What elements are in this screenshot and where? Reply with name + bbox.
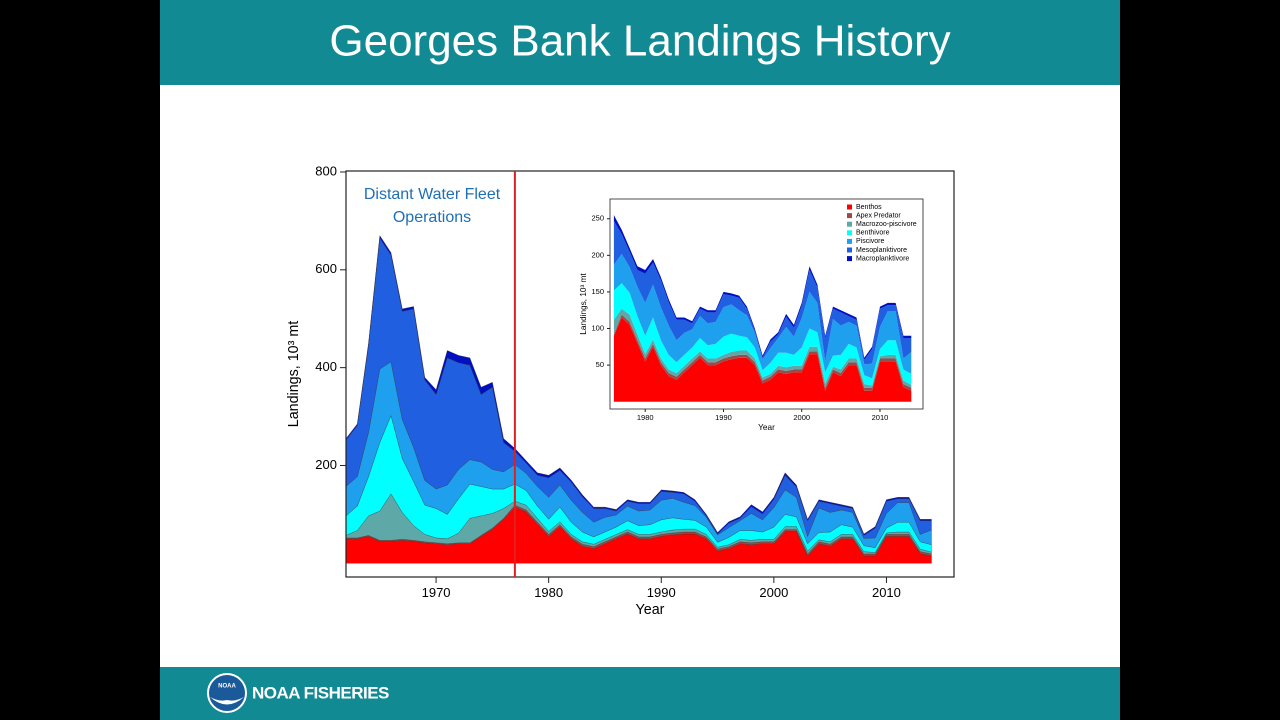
stacked-area [613,317,912,402]
x-tick-label: 2000 [793,413,810,422]
y-axis-label: Landings, 10³ mt [579,273,588,335]
y-tick-label: 600 [315,261,337,276]
x-tick-label: 2000 [759,585,788,600]
plot-frame [609,198,924,410]
y-axis-label: Landings, 10³ mt [286,321,302,428]
legend-label: Apex Predator [856,212,901,219]
x-tick-label: 1990 [647,585,676,600]
legend-swatch [847,230,852,236]
y-tick-label: 250 [591,214,604,223]
legend-label: Macrozoo-piscivore [856,221,917,228]
stacked-area [613,314,912,391]
x-axis-label: Year [758,423,775,432]
x-tick-label: 2010 [872,413,889,422]
legend-swatch [847,256,852,262]
legend-label: Mesoplanktivore [856,247,907,254]
annotation: Distant Water Fleet [364,186,501,203]
y-tick-label: 50 [596,360,604,369]
y-tick-label: 800 [315,163,337,178]
logo-wave [210,697,244,705]
x-axis-label: Year [636,602,665,618]
plot-frame [345,170,955,578]
x-tick-label: 1980 [637,413,654,422]
y-tick-label: 200 [315,457,337,472]
legend-label: Benthos [856,204,882,211]
annotation: Operations [393,209,471,226]
legend-swatch [847,213,852,219]
x-tick-label: 2010 [872,585,901,600]
footer-brand: NOAA FISHERIES [252,683,389,702]
areas [613,215,912,402]
y-tick-label: 150 [591,287,604,296]
y-tick-label: 400 [315,359,337,374]
logo-text: NOAA [218,684,236,690]
legend-label: Piscivore [856,238,885,245]
y-tick-label: 200 [591,250,604,259]
y-tick-label: 100 [591,323,604,332]
footer-band [160,667,1120,720]
slide-title: Georges Bank Landings History [329,17,950,66]
x-tick-label: 1980 [534,585,563,600]
legend-label: Macroplanktivore [856,255,909,262]
stacked-area [346,235,932,536]
legend-swatch [847,247,852,253]
stacked-area [613,253,912,379]
legend-swatch [847,221,852,227]
header-band [160,0,1120,85]
x-tick-label: 1990 [715,413,732,422]
stacked-area [613,221,912,365]
stacked-area [613,283,912,386]
logo [207,673,247,713]
legend-swatch [847,204,852,210]
legend-label: Benthivore [856,230,890,237]
x-tick-label: 1970 [422,585,451,600]
areas [346,235,932,564]
legend-swatch [847,238,852,244]
